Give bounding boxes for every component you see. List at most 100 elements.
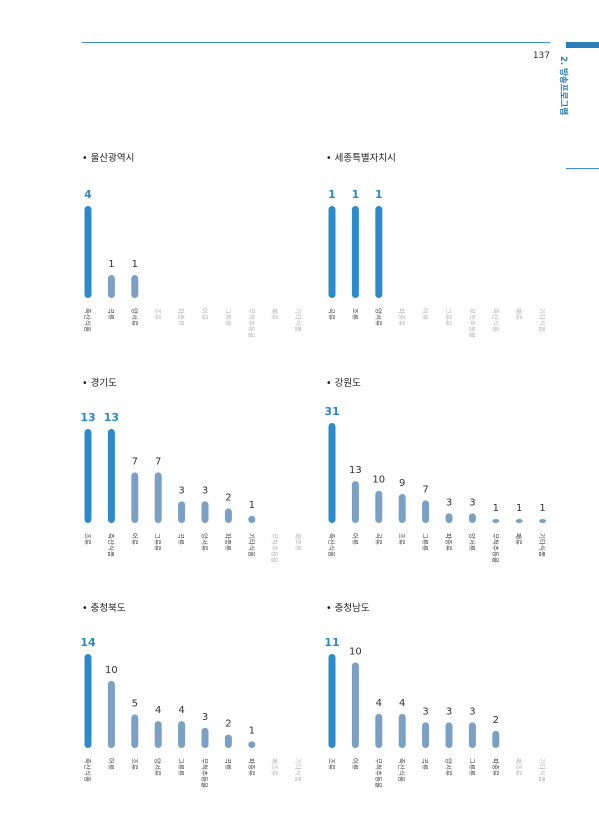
category-label: 조류 xyxy=(130,758,138,770)
category-label: 무척추동물 xyxy=(468,308,476,338)
chart-panel-sejong: • 세종특별자치시 1 곡류 1 조류 1 양서류 파충류 어류 그류류 무척추동물 축산식품 패류 기… xyxy=(326,150,556,365)
bar-그류류 xyxy=(422,500,430,523)
value-label: 1 xyxy=(352,188,360,201)
category-label: 곡류 xyxy=(107,308,115,320)
bar-조류 xyxy=(398,493,406,523)
value-label: 3 xyxy=(446,706,452,717)
category-label: 곡류 xyxy=(374,533,382,545)
value-label: 1 xyxy=(539,503,545,514)
bar-기타식품 xyxy=(539,519,547,523)
bar-조류 xyxy=(84,429,92,523)
bar-곡류 xyxy=(328,206,336,298)
value-label: 3 xyxy=(178,485,184,496)
category-label: 패류 xyxy=(271,308,280,320)
bar-무척추동물 xyxy=(375,713,383,748)
value-label: 1 xyxy=(516,503,522,514)
category-label: 양서류 xyxy=(445,758,454,776)
category-label: 무척추동물 xyxy=(271,533,279,563)
category-label: 파충류 xyxy=(398,308,407,326)
category-label: 어류 xyxy=(130,533,139,545)
bar-양서류 xyxy=(375,206,383,298)
value-label: 3 xyxy=(469,497,475,508)
category-label: 파충류 xyxy=(224,533,233,551)
value-label: 1 xyxy=(328,188,336,201)
section-title: 2. 방송프로그램 xyxy=(558,56,568,116)
bar-조류 xyxy=(131,714,139,748)
page-number: 137 xyxy=(532,51,550,61)
value-label: 4 xyxy=(376,698,382,709)
bar-곡류 xyxy=(107,275,115,298)
value-label: 1 xyxy=(249,500,255,511)
chart-panel-gyeonggi: • 경기도 13 조류 13 축산식품 7 어류 7 그류류 3 곡류 3 양서류 2 파충류 1 기타식품 무… xyxy=(80,375,312,590)
value-label: 2 xyxy=(225,493,231,504)
category-label: 곡류 xyxy=(224,758,232,770)
value-label: 1 xyxy=(132,259,138,270)
bar-파충류 xyxy=(248,741,256,748)
category-label: 그류류 xyxy=(154,533,162,551)
chart-title: • 경기도 xyxy=(82,378,117,389)
category-label: 축산식품 xyxy=(84,758,93,782)
bar-그류류 xyxy=(178,721,186,748)
category-label: 양서류 xyxy=(374,308,383,326)
chart-panel-chungbuk: • 충청북도 14 축산식품 10 어류 5 조류 4 양서류 4 그류류 3 무척추동물 2 곡류 1 파충… xyxy=(80,600,312,815)
category-label: 어류 xyxy=(351,533,360,545)
category-label: 축산식품 xyxy=(398,758,407,782)
value-label: 1 xyxy=(108,259,114,270)
chart-panel-ulsan: • 울산광역시 4 축산식품 1 곡류 1 양서류 조류 파충류 어류 그류류 무척추동물 패류 기타식… xyxy=(82,150,312,365)
value-label: 1 xyxy=(249,725,255,736)
category-label: 축산식품 xyxy=(107,533,116,557)
bar-chart-ulsan: 4 축산식품 1 곡류 1 양서류 조류 파충류 어류 그류류 무척추동물 패류 기타식품 xyxy=(84,188,304,338)
value-label: 4 xyxy=(178,705,184,716)
chart-title: • 울산광역시 xyxy=(82,153,135,164)
value-label: 3 xyxy=(202,485,208,496)
category-label: 기타식품 xyxy=(294,308,303,332)
section-tab-rule xyxy=(566,168,599,169)
category-label: 기타식품 xyxy=(247,533,256,557)
bar-축산식품 xyxy=(84,206,92,298)
category-label: 축산식품 xyxy=(491,308,500,332)
category-label: 어류 xyxy=(421,308,430,320)
value-label: 2 xyxy=(493,715,499,726)
chart-panel-gangwon: • 강원도 31 축산식품 13 어류 10 곡류 9 조류 7 그류류 3 파충류 3 양서류 1 무척추동… xyxy=(324,375,556,590)
category-label: 파충류 xyxy=(177,308,186,326)
bar-chart-gyeonggi: 13 조류 13 축산식품 7 어류 7 그류류 3 곡류 3 양서류 2 파충류 1 기타식품 무척추동물 패조… xyxy=(80,411,303,563)
category-label: 기타식품 xyxy=(294,758,303,782)
bar-양서류 xyxy=(154,721,162,748)
category-label: 그류류 xyxy=(224,308,232,326)
value-label: 9 xyxy=(399,478,405,489)
bar-축산식품 xyxy=(84,654,92,748)
category-label: 파충류 xyxy=(445,533,454,551)
bar-양서류 xyxy=(445,722,453,748)
category-label: 어류 xyxy=(201,308,210,320)
category-label: 기타식품 xyxy=(538,533,547,557)
value-label: 1 xyxy=(375,188,383,201)
bar-무척추동물 xyxy=(201,727,209,748)
value-label: 13 xyxy=(349,465,362,476)
value-label: 3 xyxy=(469,706,475,717)
bar-chart-gangwon: 31 축산식품 13 어류 10 곡류 9 조류 7 그류류 3 파충류 3 양서류 1 무척추동물 1 패류 1 기… xyxy=(324,405,547,563)
bar-그류류 xyxy=(468,722,476,748)
category-label: 어류 xyxy=(351,758,360,770)
value-label: 7 xyxy=(422,484,428,495)
category-label: 패조류 xyxy=(271,758,280,776)
value-label: 7 xyxy=(155,456,161,467)
bar-어류 xyxy=(131,472,139,523)
category-label: 축산식품 xyxy=(84,308,93,332)
bar-곡류 xyxy=(375,490,383,523)
category-label: 패류 xyxy=(515,308,524,320)
bar-기타식품 xyxy=(248,515,256,523)
category-label: 기타식품 xyxy=(538,758,547,782)
value-label: 4 xyxy=(155,705,161,716)
bar-곡류 xyxy=(178,501,186,523)
category-label: 패류 xyxy=(515,533,524,545)
bar-어류 xyxy=(351,662,359,748)
category-label: 조류 xyxy=(398,533,406,545)
category-label: 그류류 xyxy=(445,308,453,326)
category-label: 패조류 xyxy=(294,533,303,551)
bar-양서류 xyxy=(201,501,209,523)
category-label: 그류류 xyxy=(468,758,476,776)
value-label: 2 xyxy=(225,719,231,730)
value-label: 4 xyxy=(84,188,92,201)
value-label: 10 xyxy=(349,647,362,658)
category-label: 곡류 xyxy=(177,533,185,545)
